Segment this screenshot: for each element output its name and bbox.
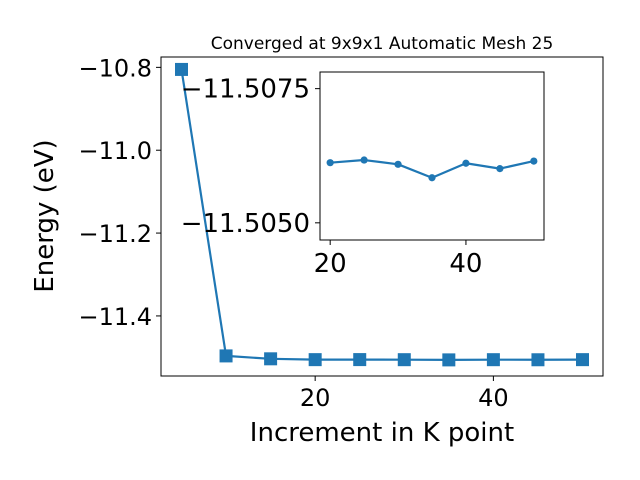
- energy-point-k45: [531, 353, 545, 367]
- chart-title: Converged at 9x9x1 Automatic Mesh 25: [211, 34, 554, 54]
- energy-point-k50: [576, 353, 589, 367]
- energy-point-k30: [397, 353, 411, 367]
- y-tick-label-minus-11.0: −11.0: [78, 137, 152, 165]
- energy-point-k10: [219, 349, 233, 363]
- x-tick-label-20: 20: [300, 384, 331, 412]
- main-tick-marks: [156, 66, 494, 381]
- inset-point-k45: [496, 165, 504, 173]
- energy-series-line: [180, 69, 583, 361]
- energy-point-k25: [353, 353, 367, 367]
- inset-point-k30: [394, 160, 402, 168]
- inset-x-tick-label-20: 20: [314, 249, 347, 279]
- x-axis-label: Increment in K point: [250, 418, 514, 448]
- inset-point-k50: [530, 157, 538, 165]
- main-series: [175, 62, 589, 367]
- inset-background: [320, 72, 544, 240]
- energy-point-k20: [308, 353, 322, 367]
- energy-point-k35: [442, 353, 456, 367]
- y-tick-label-minus-10.8: −10.8: [78, 54, 152, 82]
- main-axes-frame: [160, 56, 604, 377]
- inset-point-k40: [462, 159, 470, 167]
- y-tick-label-minus-11.4: −11.4: [78, 303, 152, 331]
- energy-point-k5: [175, 62, 188, 76]
- x-tick-label-40: 40: [478, 384, 509, 412]
- y-tick-label-minus-11.2: −11.2: [78, 220, 152, 248]
- inset-point-k20: [326, 159, 334, 167]
- inset-point-k25: [360, 156, 368, 164]
- inset-series: [326, 156, 538, 182]
- inset-x-tick-label-40: 40: [449, 249, 482, 279]
- inset-tick-marks: [315, 88, 467, 245]
- inset-y-tick-label-minus-11.5050: −11.5050: [181, 209, 310, 239]
- inset-axes-frame: [319, 71, 545, 241]
- inset-y-tick-label-minus-11.5075: −11.5075: [181, 75, 310, 105]
- inset-point-k35: [428, 174, 436, 182]
- energy-point-k15: [264, 352, 278, 366]
- y-axis-label: Energy (eV): [30, 139, 60, 292]
- energy-point-k40: [486, 353, 500, 367]
